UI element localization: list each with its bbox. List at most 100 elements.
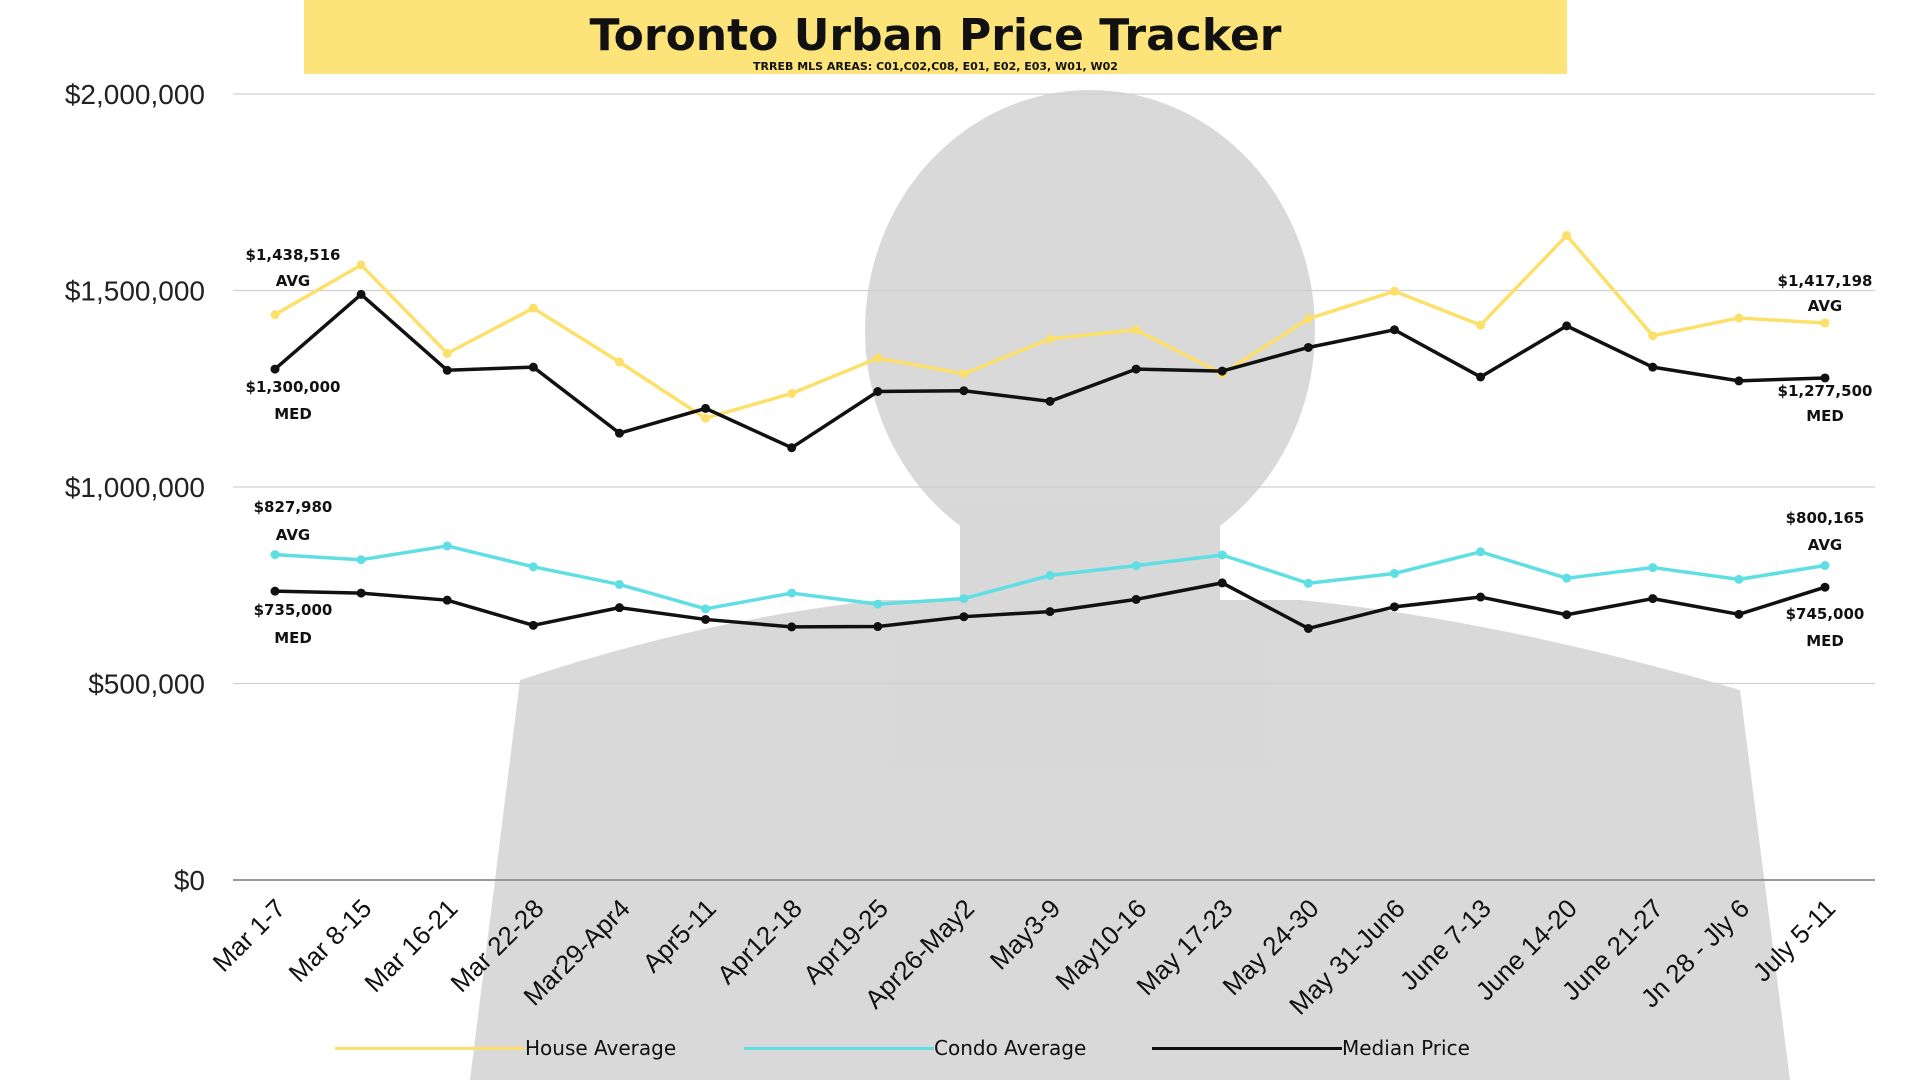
- legend-label-condo: Condo Average: [934, 1036, 1087, 1060]
- data-point-median: [701, 403, 711, 413]
- data-point-condo: [1131, 561, 1141, 571]
- data-point-house: [959, 369, 969, 379]
- data-point-median: [1217, 578, 1227, 588]
- data-point-house: [1562, 230, 1572, 240]
- data-point-median: [1131, 594, 1141, 604]
- data-point-house: [701, 413, 711, 423]
- data-point-house: [1045, 334, 1055, 344]
- data-point-condo: [442, 541, 452, 551]
- data-point-house: [787, 388, 797, 398]
- data-point-condo: [1476, 547, 1486, 557]
- legend-label-median: Median Price: [1342, 1036, 1470, 1060]
- series-lines: [270, 230, 1830, 633]
- annotation-hmed-end-lbl: MED: [1806, 407, 1844, 425]
- data-point-median: [1562, 610, 1572, 620]
- annotation-cmed-start-lbl: MED: [274, 629, 312, 647]
- y-tick-label: $1,500,000: [65, 276, 205, 307]
- data-point-median: [1131, 364, 1141, 374]
- data-point-house: [873, 353, 883, 363]
- annotation-cmed-end-val: $745,000: [1786, 605, 1865, 623]
- data-point-house: [1303, 314, 1313, 324]
- data-point-median: [1648, 362, 1658, 372]
- y-tick-label: $500,000: [88, 669, 205, 700]
- data-point-median: [701, 614, 711, 624]
- annotation-condo-end-val: $800,165: [1786, 509, 1865, 527]
- background-portrait-silhouette: [470, 90, 1790, 1080]
- data-point-median: [1303, 342, 1313, 352]
- data-point-house: [1648, 331, 1658, 341]
- data-point-condo: [528, 562, 538, 572]
- annotation-condo-end-lbl: AVG: [1808, 536, 1843, 554]
- data-point-condo: [701, 604, 711, 614]
- data-point-median: [270, 364, 280, 374]
- annotations: $1,438,516 AVG $1,417,198 AVG $1,300,000 MED $…: [246, 246, 1873, 650]
- data-point-median: [1476, 592, 1486, 602]
- data-point-house: [1476, 320, 1486, 330]
- y-tick-label: $1,000,000: [65, 472, 205, 503]
- annotation-hmed-start-lbl: MED: [274, 405, 312, 423]
- legend-swatch-condo: [744, 1046, 934, 1050]
- y-axis-tick-labels: $0 $500,000 $1,000,000 $1,500,000 $2,000,000: [65, 79, 205, 896]
- data-point-condo: [1734, 574, 1744, 584]
- annotation-house-end-lbl: AVG: [1808, 297, 1843, 315]
- data-point-condo: [1389, 568, 1399, 578]
- data-point-median: [614, 428, 624, 438]
- x-tick-label: Mar 1-7: [207, 893, 292, 978]
- data-point-median: [1820, 582, 1830, 592]
- data-point-median: [1217, 366, 1227, 376]
- annotation-hmed-end-val: $1,277,500: [1778, 382, 1873, 400]
- data-point-condo: [1820, 561, 1830, 571]
- annotation-condo-start-val: $827,980: [254, 498, 333, 516]
- data-point-median: [614, 603, 624, 613]
- data-point-median: [1648, 594, 1658, 604]
- data-point-median: [1734, 376, 1744, 386]
- data-point-condo: [1303, 578, 1313, 588]
- data-point-median: [1303, 623, 1313, 633]
- chart-title: Toronto Urban Price Tracker: [589, 10, 1282, 61]
- data-point-house: [442, 348, 452, 358]
- data-point-median: [356, 588, 366, 598]
- data-point-median: [1389, 602, 1399, 612]
- annotation-hmed-start-val: $1,300,000: [246, 378, 341, 396]
- legend-item-house: House Average: [335, 1036, 676, 1060]
- legend-swatch-house: [335, 1046, 525, 1050]
- data-point-house: [1131, 325, 1141, 335]
- data-point-median: [1045, 396, 1055, 406]
- data-point-condo: [356, 555, 366, 565]
- data-point-condo: [873, 599, 883, 609]
- data-point-house: [1389, 286, 1399, 296]
- data-point-condo: [787, 588, 797, 598]
- data-point-median: [787, 622, 797, 632]
- legend-label-house: House Average: [525, 1036, 677, 1060]
- annotation-cmed-end-lbl: MED: [1806, 632, 1844, 650]
- title-banner: Toronto Urban Price Tracker TRREB MLS AR…: [304, 0, 1567, 74]
- legend-swatch-median: [1152, 1046, 1342, 1050]
- data-point-condo: [270, 550, 280, 560]
- data-point-condo: [1562, 573, 1572, 583]
- data-point-median: [356, 289, 366, 299]
- data-point-median: [1562, 321, 1572, 331]
- annotation-condo-start-lbl: AVG: [276, 526, 311, 544]
- annotation-house-start-lbl: AVG: [276, 272, 311, 290]
- gridlines: [233, 93, 1875, 881]
- data-point-median: [528, 362, 538, 372]
- data-point-house: [614, 357, 624, 367]
- y-tick-label: $0: [174, 865, 205, 896]
- data-point-house: [270, 310, 280, 320]
- legend-item-condo: Condo Average: [744, 1036, 1086, 1060]
- data-point-median: [959, 386, 969, 396]
- y-tick-label: $2,000,000: [65, 79, 205, 110]
- data-point-median: [1734, 609, 1744, 619]
- data-point-house: [1734, 313, 1744, 323]
- annotation-cmed-start-val: $735,000: [254, 601, 333, 619]
- data-point-median: [442, 365, 452, 375]
- annotation-house-end-val: $1,417,198: [1778, 272, 1873, 290]
- chart-subtitle: TRREB MLS AREAS: C01,C02,C08, E01, E02, …: [753, 60, 1118, 73]
- data-point-condo: [1648, 563, 1658, 573]
- data-point-median: [873, 622, 883, 632]
- data-point-condo: [1217, 550, 1227, 560]
- data-point-median: [442, 595, 452, 605]
- data-point-house: [528, 303, 538, 313]
- data-point-median: [787, 443, 797, 453]
